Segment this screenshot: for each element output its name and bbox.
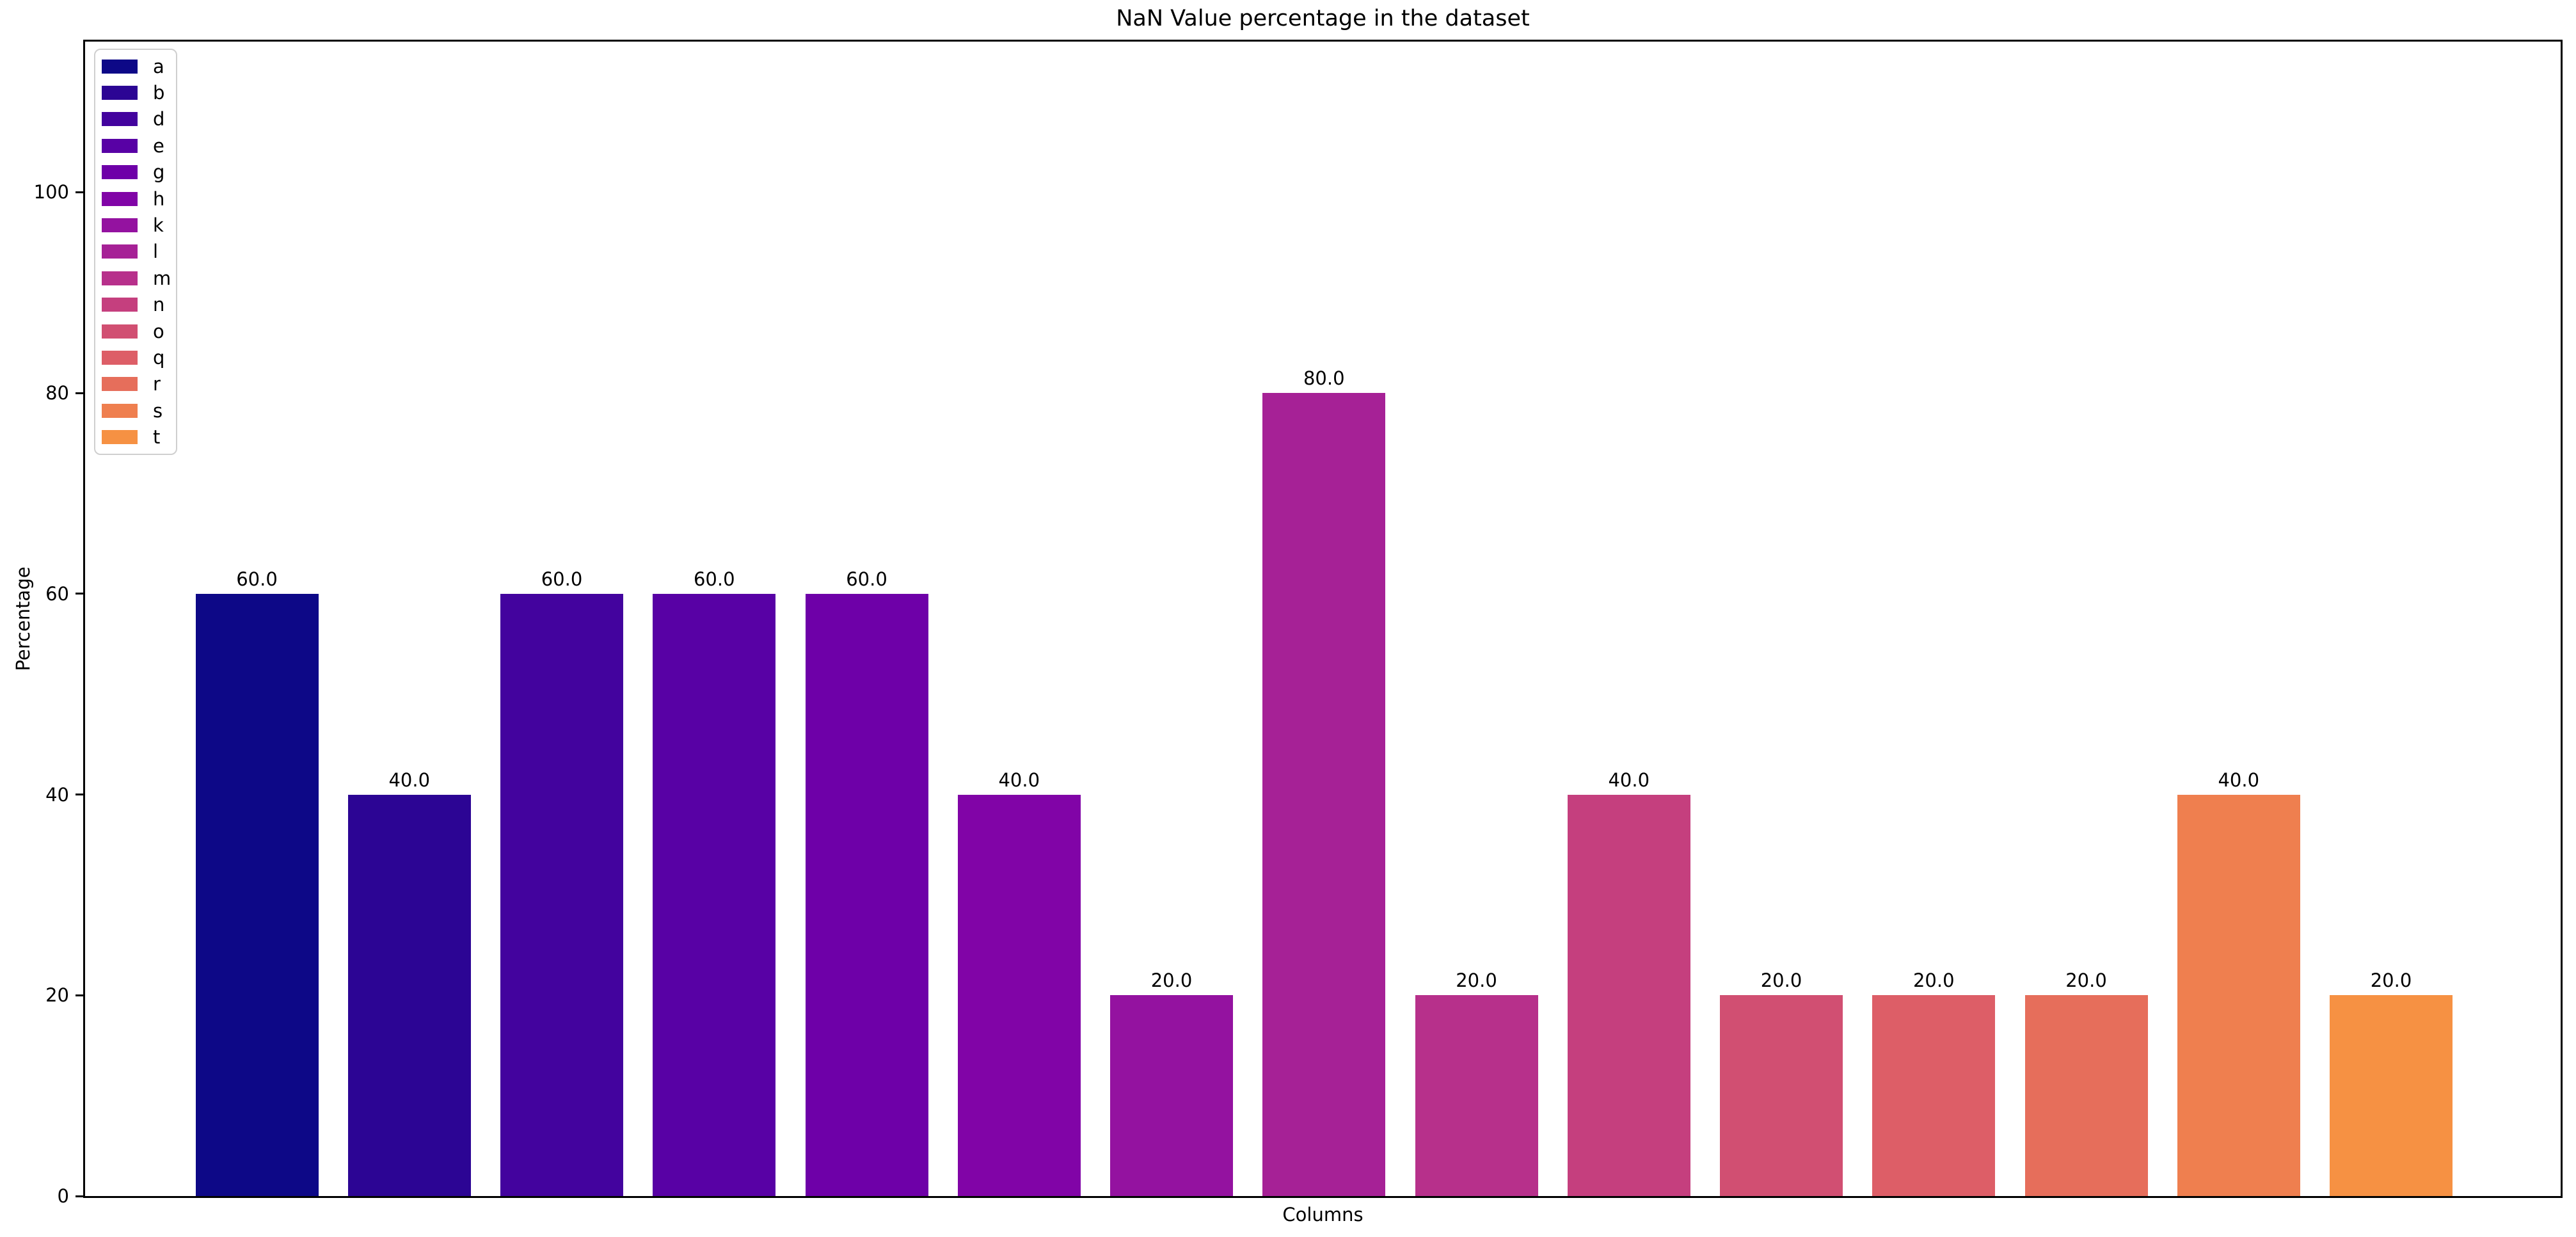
bar-value-label-g: 60.0 — [846, 568, 887, 590]
legend-swatch-b — [102, 86, 138, 100]
bar-value-label-l: 80.0 — [1303, 367, 1345, 390]
bar-value-label-b: 40.0 — [388, 769, 431, 791]
legend-swatch-a — [102, 59, 138, 74]
bar-m — [1415, 995, 1538, 1196]
legend-swatch-n — [102, 298, 138, 312]
ytick-label-60: 60 — [45, 582, 69, 605]
bar-s — [2177, 794, 2300, 1196]
bar-t — [2330, 995, 2453, 1196]
legend-item-a: a — [95, 53, 176, 79]
bar-k — [1110, 995, 1233, 1196]
chart-title: NaN Value percentage in the dataset — [1116, 6, 1530, 31]
legend-label-a: a — [153, 55, 164, 77]
x-axis-label: Columns — [1282, 1204, 1364, 1225]
ytick-mark-100 — [76, 191, 83, 193]
bar-value-label-h: 40.0 — [998, 769, 1040, 791]
legend-item-r: r — [95, 371, 176, 397]
legend-swatch-o — [102, 324, 138, 339]
ytick-mark-20 — [76, 994, 83, 996]
bar-value-label-a: 60.0 — [236, 568, 278, 590]
ytick-mark-80 — [76, 392, 83, 394]
legend-swatch-q — [102, 350, 138, 365]
bar-value-label-s: 40.0 — [2218, 769, 2260, 791]
legend-swatch-d — [102, 112, 138, 127]
legend-item-h: h — [95, 186, 176, 212]
legend-item-o: o — [95, 318, 176, 344]
legend-item-b: b — [95, 79, 176, 106]
legend-item-t: t — [95, 424, 176, 450]
legend-swatch-m — [102, 271, 138, 285]
legend-label-m: m — [153, 267, 171, 289]
ytick-label-20: 20 — [45, 984, 69, 1007]
bar-g — [805, 593, 928, 1196]
bar-value-label-o: 20.0 — [1760, 970, 1802, 992]
legend-label-k: k — [153, 214, 164, 237]
legend-swatch-k — [102, 218, 138, 233]
legend-label-e: e — [153, 134, 164, 157]
ytick-mark-60 — [76, 593, 83, 595]
bar-l — [1262, 393, 1386, 1196]
ytick-label-100: 100 — [33, 181, 69, 204]
legend-item-l: l — [95, 239, 176, 265]
ytick-label-80: 80 — [45, 382, 69, 404]
legend-item-k: k — [95, 212, 176, 238]
legend-swatch-l — [102, 244, 138, 259]
ytick-mark-0 — [76, 1195, 83, 1197]
legend-label-q: q — [153, 346, 165, 369]
legend-swatch-g — [102, 165, 138, 180]
legend-label-o: o — [153, 320, 164, 342]
legend-label-s: s — [153, 399, 163, 422]
legend-item-n: n — [95, 292, 176, 318]
legend-swatch-r — [102, 377, 138, 392]
bar-h — [957, 794, 1081, 1196]
legend-label-g: g — [153, 161, 165, 184]
bar-e — [653, 593, 776, 1196]
bar-value-label-q: 20.0 — [1912, 970, 1955, 992]
bar-value-label-d: 60.0 — [541, 568, 583, 590]
legend-swatch-t — [102, 430, 138, 445]
legend-label-n: n — [153, 294, 165, 316]
bar-value-label-m: 20.0 — [1456, 970, 1497, 992]
legend-item-s: s — [95, 397, 176, 424]
bar-value-label-k: 20.0 — [1150, 970, 1193, 992]
legend-item-q: q — [95, 344, 176, 371]
legend-item-d: d — [95, 106, 176, 132]
bar-q — [1872, 995, 1996, 1196]
legend-label-h: h — [153, 188, 165, 210]
bar-value-label-t: 20.0 — [2370, 970, 2412, 992]
ytick-label-40: 40 — [45, 783, 69, 806]
legend-label-r: r — [153, 373, 161, 395]
legend-item-m: m — [95, 265, 176, 291]
bar-a — [195, 593, 319, 1196]
legend-item-g: g — [95, 159, 176, 186]
legend-swatch-e — [102, 138, 138, 153]
legend-label-d: d — [153, 108, 165, 131]
y-axis-label: Percentage — [12, 566, 34, 671]
bar-d — [500, 593, 623, 1196]
bar-value-label-n: 40.0 — [1608, 769, 1650, 791]
bar-value-label-r: 20.0 — [2065, 970, 2107, 992]
legend-label-b: b — [153, 82, 165, 104]
legend-item-e: e — [95, 132, 176, 159]
bar-r — [2024, 995, 2148, 1196]
bar-value-label-e: 60.0 — [693, 568, 735, 590]
legend-label-l: l — [153, 241, 159, 263]
ytick-mark-40 — [76, 794, 83, 796]
bar-b — [347, 794, 471, 1196]
bar-o — [1720, 995, 1843, 1196]
legend-swatch-s — [102, 403, 138, 418]
bar-n — [1567, 794, 1690, 1196]
legend-swatch-h — [102, 191, 138, 206]
ytick-label-0: 0 — [57, 1185, 69, 1207]
legend-label-t: t — [153, 426, 161, 449]
